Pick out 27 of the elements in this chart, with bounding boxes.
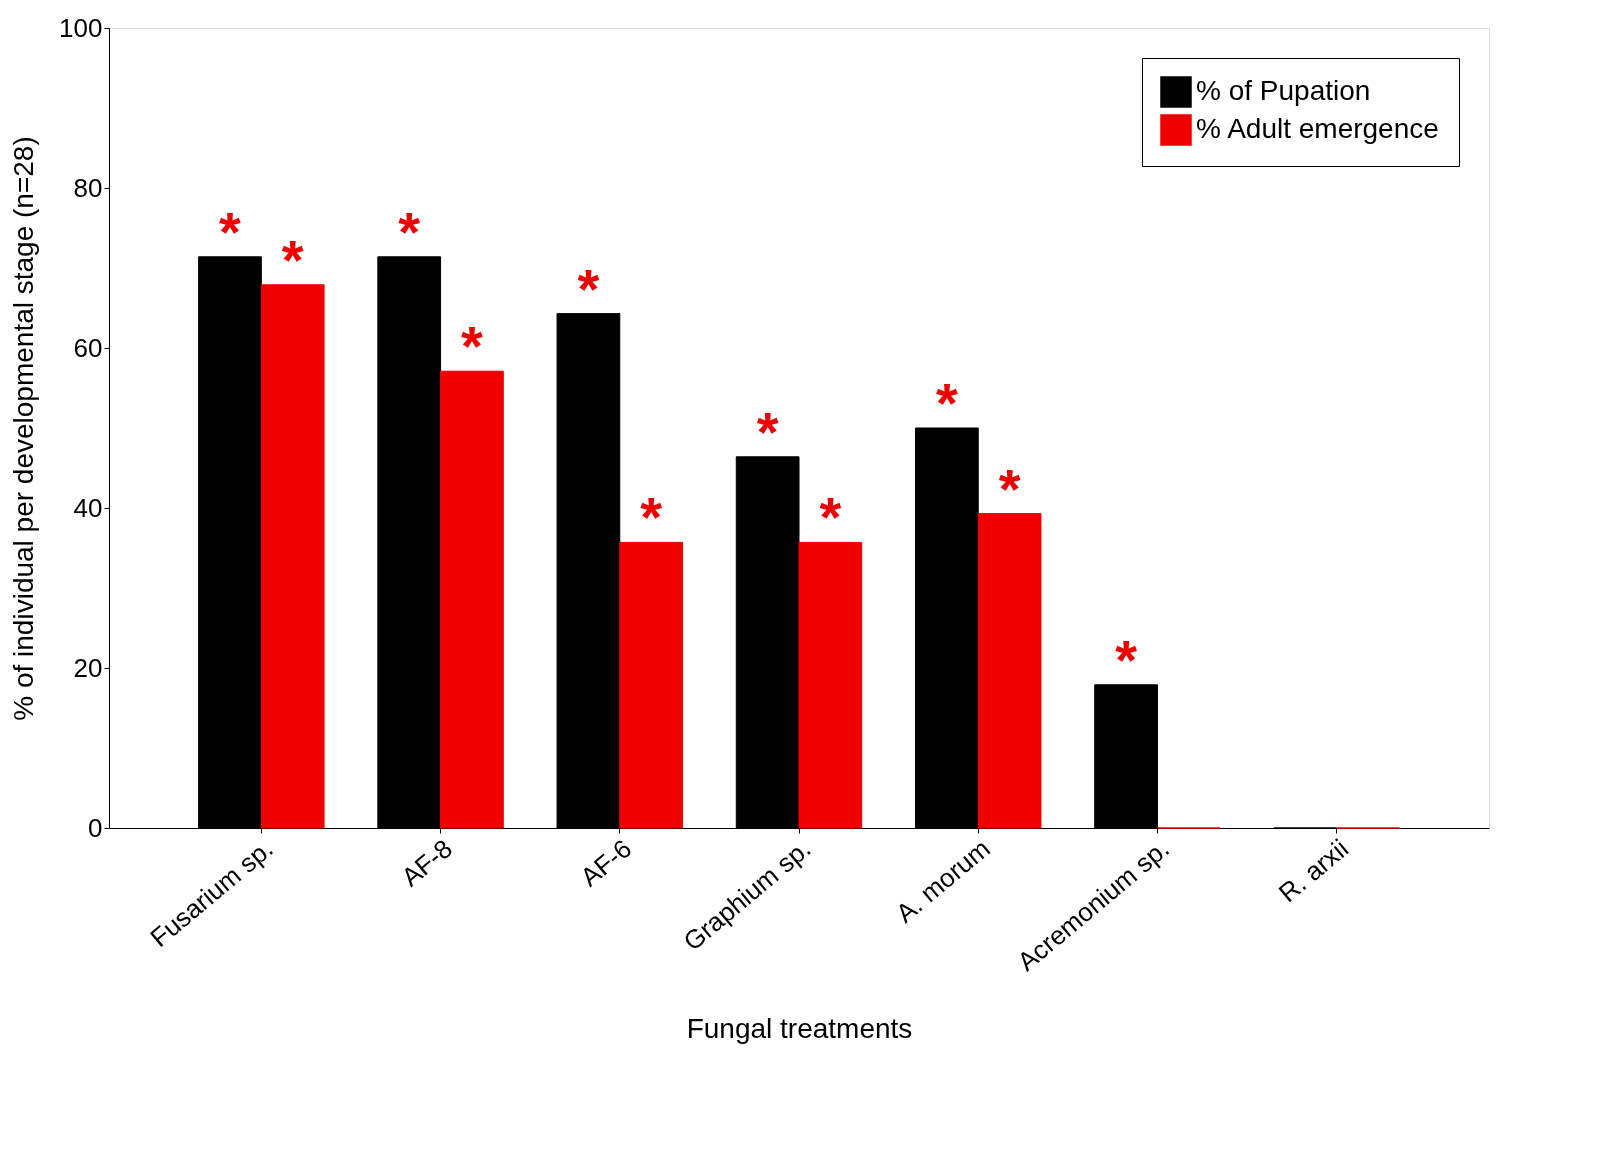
bar <box>260 284 325 829</box>
annotation: * <box>219 199 242 263</box>
x-axis-title: Fungal treatments <box>686 1013 913 1045</box>
annotation: * <box>756 399 779 463</box>
annotation: * <box>1115 627 1138 691</box>
legend-label: % of Pupation <box>1196 75 1371 106</box>
y-tick-label: 0 <box>88 812 103 843</box>
bar <box>977 513 1042 829</box>
y-tick-label: 40 <box>73 492 103 523</box>
bar <box>440 370 504 829</box>
annotation: * <box>819 485 842 549</box>
annotation: * <box>935 371 958 434</box>
y-tick-label: 80 <box>73 172 103 203</box>
annotation: * <box>398 199 421 263</box>
annotation: * <box>577 256 600 320</box>
bar <box>798 541 863 829</box>
x-tick-label: R. arxii <box>1272 833 1355 909</box>
y-tick-label: 20 <box>73 652 103 683</box>
bar <box>619 541 684 829</box>
y-axis-title: % of individual per developmental stage (n=28) <box>8 136 40 721</box>
legend-label: % Adult emergence <box>1196 113 1439 144</box>
annotation: * <box>281 227 304 291</box>
y-tick-label: 60 <box>73 332 103 363</box>
annotation: * <box>998 456 1021 520</box>
annotation: * <box>640 485 663 549</box>
y-tick-label: 100 <box>59 12 103 43</box>
annotation: * <box>461 314 484 378</box>
